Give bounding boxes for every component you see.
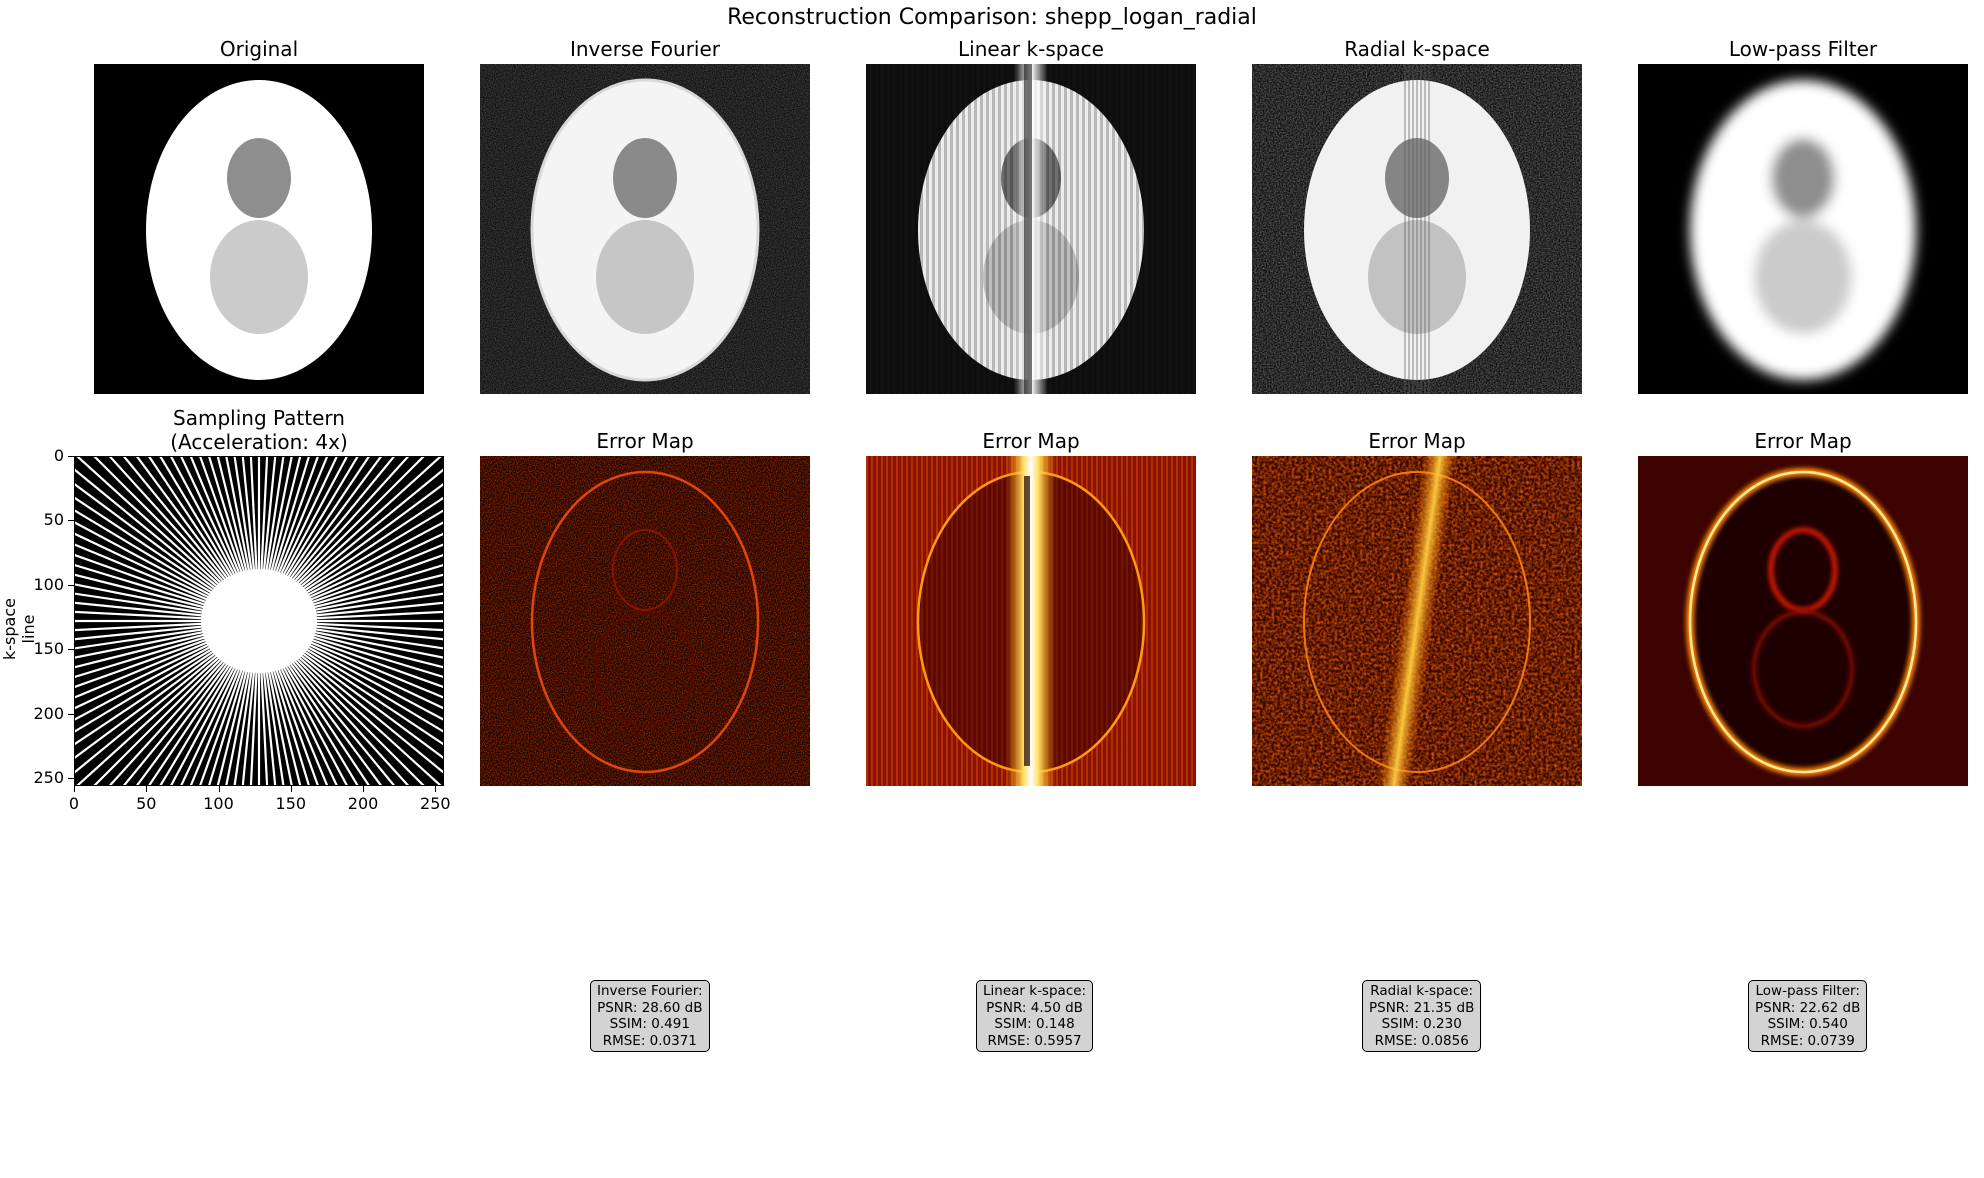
xtick-label: 100 xyxy=(203,794,234,813)
ytick-label: 200 xyxy=(33,703,64,723)
sampling-title: Sampling Pattern (Acceleration: 4x) xyxy=(170,406,348,454)
xtick-label: 50 xyxy=(136,794,157,813)
ytick-mark xyxy=(68,649,74,651)
linear-kspace-image xyxy=(866,64,1196,394)
metric-rmse: RMSE: 0.0856 xyxy=(1374,1032,1469,1049)
original-image xyxy=(94,64,424,394)
metric-method: Radial k-space: xyxy=(1370,983,1474,999)
error-map-radial-kspace xyxy=(1252,456,1582,786)
xtick-mark xyxy=(290,786,292,792)
panel-title-lowpass: Low-pass Filter xyxy=(1728,37,1878,61)
xtick-label: 150 xyxy=(275,794,307,813)
sampling-pattern-plot xyxy=(74,456,444,786)
panel-title-inverse-fourier: Inverse Fourier xyxy=(569,37,721,61)
ytick-label: 50 xyxy=(43,510,64,530)
metric-ssim: SSIM: 0.148 xyxy=(994,1016,1075,1032)
ytick-mark xyxy=(68,778,74,780)
sampling-dense-center xyxy=(201,569,317,673)
error-title-linear: Error Map xyxy=(982,429,1080,453)
xtick-mark xyxy=(435,786,437,792)
ytick-label: 100 xyxy=(33,574,64,594)
metric-rmse: RMSE: 0.5957 xyxy=(987,1032,1082,1049)
metric-method: Linear k-space: xyxy=(983,983,1087,999)
figure-suptitle: Reconstruction Comparison: shepp_logan_r… xyxy=(727,5,1257,30)
xtick-label: 250 xyxy=(420,794,451,813)
inverse-fourier-image xyxy=(480,64,810,394)
metrics-box-radial: Radial k-space: PSNR: 21.35 dB SSIM: 0.2… xyxy=(1362,980,1482,1052)
metric-ssim: SSIM: 0.491 xyxy=(609,1016,690,1032)
panel-title-radial-kspace: Radial k-space xyxy=(1344,37,1490,61)
panel-title-original: Original xyxy=(219,37,299,61)
ytick-label: 150 xyxy=(33,639,64,659)
ytick-mark xyxy=(68,456,74,457)
ytick-label: 0 xyxy=(53,446,64,465)
metric-ssim: SSIM: 0.540 xyxy=(1767,1016,1848,1032)
error-map-inverse-fourier xyxy=(480,456,810,786)
xtick-label: 200 xyxy=(347,794,379,813)
panel-title-linear-kspace: Linear k-space xyxy=(958,37,1104,61)
ytick-label: 250 xyxy=(33,768,64,788)
metrics-box-inverse: Inverse Fourier: PSNR: 28.60 dB SSIM: 0.… xyxy=(590,980,710,1052)
ytick-mark xyxy=(68,520,74,522)
sampling-ylabel: k-space line xyxy=(0,598,38,660)
ytick-mark xyxy=(68,584,74,586)
ytick-mark xyxy=(68,713,74,715)
xtick-mark xyxy=(218,786,220,792)
xtick-mark xyxy=(146,786,148,792)
metric-psnr: PSNR: 28.60 dB xyxy=(597,999,703,1016)
xtick-mark xyxy=(363,786,365,792)
metric-psnr: PSNR: 4.50 dB xyxy=(986,999,1083,1016)
metric-rmse: RMSE: 0.0371 xyxy=(602,1032,697,1049)
metric-psnr: PSNR: 22.62 dB xyxy=(1755,999,1861,1016)
metric-rmse: RMSE: 0.0739 xyxy=(1760,1032,1855,1049)
lowpass-filter-image xyxy=(1638,64,1968,394)
metrics-box-linear: Linear k-space: PSNR: 4.50 dB SSIM: 0.14… xyxy=(976,980,1094,1052)
error-map-linear-kspace xyxy=(866,456,1196,786)
metrics-box-lowpass: Low-pass Filter: PSNR: 22.62 dB SSIM: 0.… xyxy=(1748,980,1868,1052)
radial-kspace-image xyxy=(1252,64,1582,394)
xtick-label: 0 xyxy=(68,794,80,813)
error-map-lowpass xyxy=(1638,456,1968,786)
metric-psnr: PSNR: 21.35 dB xyxy=(1369,999,1475,1016)
xtick-mark xyxy=(74,786,75,792)
metric-ssim: SSIM: 0.230 xyxy=(1381,1016,1462,1032)
error-title-lowpass: Error Map xyxy=(1754,429,1852,453)
error-title-inverse: Error Map xyxy=(596,429,694,453)
metric-method: Low-pass Filter: xyxy=(1755,983,1860,999)
metric-method: Inverse Fourier: xyxy=(597,983,703,999)
error-title-radial: Error Map xyxy=(1368,429,1466,453)
